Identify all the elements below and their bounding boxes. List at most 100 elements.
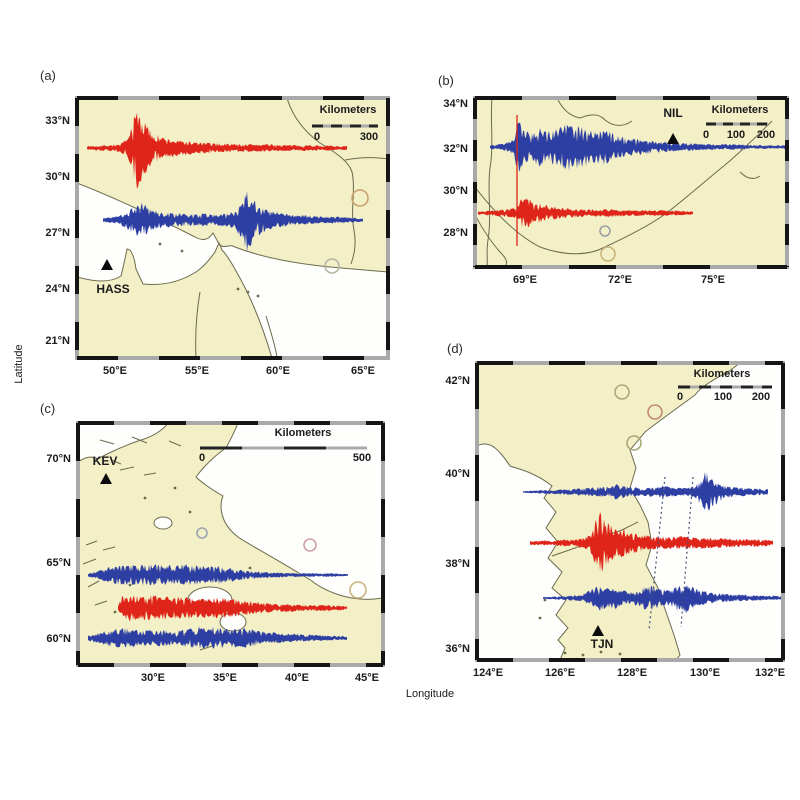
panel-c-scalebar: Kilometers 0 500	[199, 427, 371, 464]
panel-b-border-line	[486, 98, 493, 267]
panel-c-islet	[248, 566, 252, 570]
panel-c-border-line	[82, 540, 116, 606]
panel-d-station-triangle-icon	[592, 625, 604, 636]
panel-b-ytick-label: 34°N	[443, 98, 468, 110]
panel-b: NIL Kilometers 0 100 200 34°N 32°N 30°N 28°N 69°E…	[443, 96, 789, 286]
panel-a-scalebar: Kilometers 0 300	[312, 104, 378, 143]
panel-b-border-line	[475, 214, 508, 267]
panel-b-letter: (b)	[438, 73, 454, 88]
panel-a-blue-trace	[103, 191, 363, 252]
panel-d-ytick-label: 38°N	[445, 558, 470, 570]
panel-b-event-circle-1	[599, 225, 611, 237]
panel-d-correlation-dashed-line	[680, 476, 694, 628]
panel-c-barents-sea	[78, 423, 169, 463]
panel-b-ytick-label: 32°N	[443, 143, 468, 155]
panel-d: TJN Kilometers 0 100 200 42°N 40°N 38°N 36°N124°…	[445, 361, 785, 679]
panel-c-ytick-label: 70°N	[46, 453, 71, 465]
panel-b-border-line	[556, 98, 633, 126]
panel-a-xtick-label: 65°E	[351, 365, 375, 377]
panel-b-scalebar-title: Kilometers	[712, 104, 769, 116]
panel-b-scalebar: Kilometers 0 100 200	[703, 104, 775, 141]
panel-a-ytick-label: 21°N	[45, 335, 70, 347]
panel-c-border-line	[99, 436, 182, 465]
panel-d-scalebar-title: Kilometers	[694, 368, 751, 380]
panel-b-scalebar-tick-label: 200	[757, 129, 775, 141]
panel-d-islet	[543, 598, 547, 602]
panel-c-islet	[173, 486, 177, 490]
panel-a-scalebar-title: Kilometers	[320, 104, 377, 116]
panel-c-ytick-label: 60°N	[46, 633, 71, 645]
panel-c-islet	[143, 496, 147, 500]
panel-c-islet	[113, 610, 117, 614]
panel-c-station-triangle-icon	[100, 473, 112, 484]
panel-a-ytick-label: 33°N	[45, 115, 70, 127]
panel-d-islet	[563, 651, 567, 655]
panel-b-border-line	[739, 171, 761, 179]
panel-b-ytick-label: 30°N	[443, 185, 468, 197]
panel-c-xtick-label: 45°E	[355, 672, 379, 684]
panel-d-letter: (d)	[447, 341, 463, 356]
panel-a-xtick-label: 50°E	[103, 365, 127, 377]
panel-d-ytick-label: 36°N	[445, 643, 470, 655]
panel-b-event-circle-2	[600, 246, 616, 262]
panel-c-red-trace	[118, 595, 347, 622]
panel-d-map: TJN	[477, 363, 783, 660]
panel-c-blue-trace-lower	[88, 626, 347, 649]
panel-d-xtick-label: 130°E	[690, 667, 720, 679]
panel-a-ytick-label: 27°N	[45, 227, 70, 239]
panel-d-scalebar: Kilometers 0 100 200	[677, 368, 772, 403]
panel-d-event-circle-3	[626, 435, 642, 451]
panel-c-xtick-label: 30°E	[141, 672, 165, 684]
panel-c-xtick-label: 35°E	[213, 672, 237, 684]
panel-a-map: HASS	[77, 98, 388, 358]
panel-d-xtick-label: 128°E	[617, 667, 647, 679]
panel-c-map: KEV	[78, 423, 383, 665]
panel-c-islet	[188, 510, 192, 514]
panel-b-station-triangle-icon	[667, 133, 679, 144]
panel-b-scalebar-tick-label: 100	[727, 129, 745, 141]
panel-d-xtick-label: 126°E	[545, 667, 575, 679]
panel-c-islet	[128, 583, 132, 587]
panel-a-scalebar-tick-label: 300	[360, 131, 378, 143]
panel-a-red-trace	[87, 112, 347, 189]
panel-a-scalebar-tick-label: 0	[314, 131, 320, 143]
panel-b-blue-trace	[490, 122, 785, 172]
latitude-axis-label: Latitude	[13, 344, 25, 384]
panel-d-correlation-dashed-line	[648, 476, 666, 631]
panel-d-blue-trace-lower	[543, 585, 783, 614]
panel-c-border-line	[119, 466, 157, 476]
panel-a-border-line	[286, 98, 356, 265]
panel-d-korea-land	[477, 363, 741, 660]
panel-d-scalebar-tick-label: 200	[752, 391, 770, 403]
panel-a-ytick-label: 24°N	[45, 283, 70, 295]
panel-d-islet	[581, 653, 585, 657]
panel-d-xtick-label: 124°E	[473, 667, 503, 679]
panel-a-event-circle-1	[351, 189, 369, 207]
longitude-axis-label: Longitude	[405, 688, 455, 700]
panel-a-letter: (a)	[40, 68, 56, 83]
panel-d-islet	[618, 652, 622, 656]
panel-d-red-trace	[530, 512, 773, 573]
panel-d-station-label: TJN	[591, 637, 614, 651]
panel-c-scalebar-tick-label: 500	[353, 452, 371, 464]
panel-a-islet	[158, 242, 162, 246]
panel-d-blue-trace-upper	[523, 472, 768, 511]
panel-b-map: NIL	[475, 98, 787, 267]
panel-a-station-triangle-icon	[101, 259, 113, 270]
panel-d-scalebar-tick-label: 100	[714, 391, 732, 403]
panel-b-red-trace	[478, 198, 693, 227]
panel-b-station-label: NIL	[663, 106, 682, 120]
panel-b-border-line	[475, 120, 773, 255]
panel-d-ytick-label: 40°N	[445, 468, 470, 480]
panel-a-border-line	[195, 291, 201, 358]
panel-c-lake	[219, 612, 247, 632]
panel-d-ytick-label: 42°N	[445, 375, 470, 387]
panel-c-letter: (c)	[40, 401, 56, 416]
panel-a-station-label: HASS	[96, 282, 129, 296]
panel-a-border-line	[265, 315, 278, 358]
panel-a-event-circle-2	[324, 258, 340, 274]
panel-d-xtick-label: 132°E	[755, 667, 785, 679]
panel-c-scalebar-tick-label: 0	[199, 452, 205, 464]
